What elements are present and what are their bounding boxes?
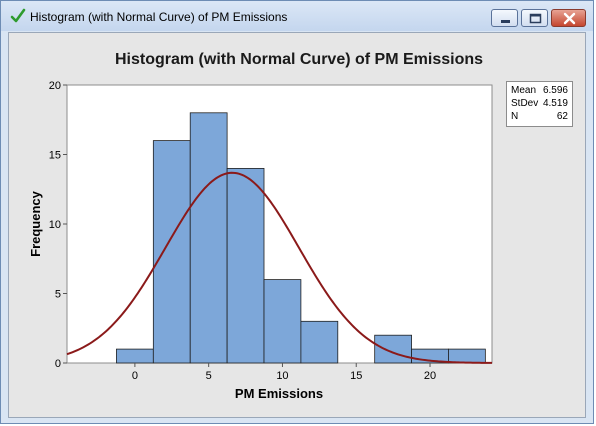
chart-title: Histogram (with Normal Curve) of PM Emis… [115,51,483,68]
x-tick-label: 10 [276,370,288,382]
maximize-button[interactable] [521,9,548,27]
histogram-bar [263,279,302,364]
x-tick-label: 20 [424,370,436,382]
checkmark-icon [10,8,26,23]
stat-value: 6.596 [542,85,568,96]
stat-label: StDev [511,98,539,109]
minimize-icon [501,20,510,23]
normal-curve [66,171,493,364]
minimize-button[interactable] [491,9,518,27]
y-axis-label: Frequency [28,190,43,257]
graph-area: Histogram (with Normal Curve) of PM Emis… [8,32,586,418]
x-tick-label: 15 [350,370,362,382]
histogram-chart: Histogram (with Normal Curve) of PM Emis… [28,51,493,401]
histogram-bar [374,334,412,364]
stat-label: N [511,111,519,122]
histogram-bar [300,320,339,364]
histogram-bar [116,348,154,364]
y-tick-label: 20 [49,80,61,92]
histogram-bar [448,348,486,364]
window-title: Histogram (with Normal Curve) of PM Emis… [30,10,288,24]
y-tick-label: 5 [55,289,61,301]
y-tick-label: 10 [49,219,61,231]
x-tick-label: 0 [132,370,138,382]
stat-value: 4.519 [542,98,568,109]
x-axis-label: PM Emissions [235,386,323,401]
maximize-icon [529,13,542,24]
stat-row-stdev: StDev 4.519 [511,97,568,110]
stats-legend: Mean 6.596 StDev 4.519 N 62 [506,81,573,127]
x-tick-label: 5 [206,370,212,382]
stat-label: Mean [511,85,537,96]
stat-value: 62 [556,111,568,122]
title-bar[interactable]: Histogram (with Normal Curve) of PM Emis… [1,1,593,31]
histogram-bar [189,112,228,364]
stat-row-n: N 62 [511,110,568,123]
stat-row-mean: Mean 6.596 [511,84,568,97]
close-button[interactable] [551,9,586,27]
histogram-bar [226,167,265,364]
y-tick-label: 15 [49,150,61,162]
close-icon [563,12,576,25]
y-tick-label: 0 [55,358,61,370]
histogram-bar [152,140,191,364]
